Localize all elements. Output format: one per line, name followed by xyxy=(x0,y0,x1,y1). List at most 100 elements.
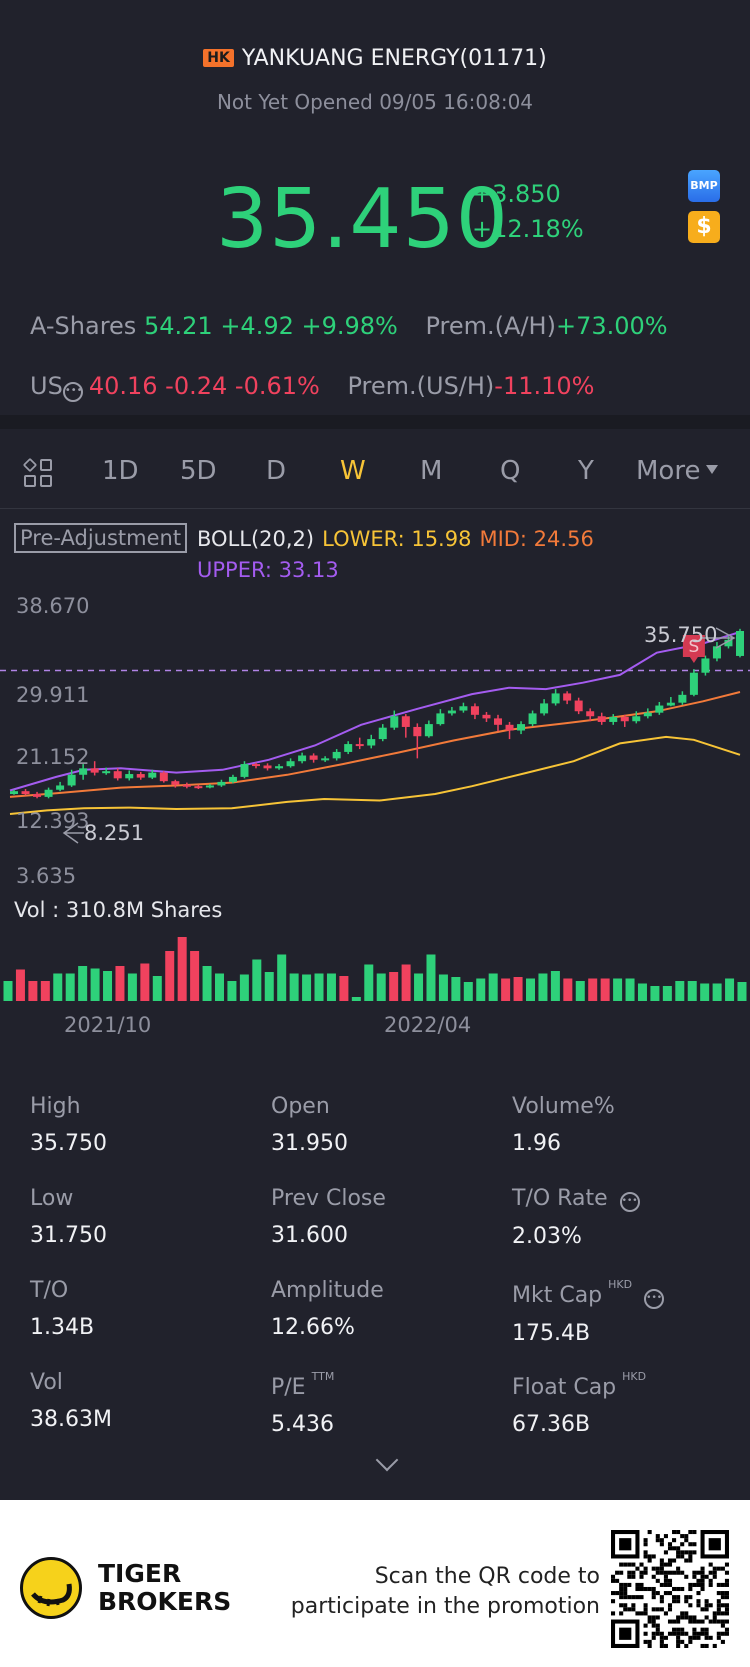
candle xyxy=(574,700,583,712)
qr-module xyxy=(659,1570,664,1575)
qr-module xyxy=(639,1570,644,1575)
qr-module xyxy=(635,1582,640,1587)
qr-module xyxy=(696,1591,701,1596)
volume-bar xyxy=(314,973,324,1001)
tab-1d[interactable]: 1D xyxy=(102,456,139,486)
volume-bar xyxy=(538,973,548,1001)
bmp-icon[interactable]: BMP xyxy=(688,170,720,202)
qr-module xyxy=(667,1607,673,1612)
qr-module xyxy=(688,1530,693,1535)
a-shares-change-pct: +9.98% xyxy=(301,312,398,340)
y-tick-label: 29.911 xyxy=(16,683,90,707)
volume-bar xyxy=(488,973,498,1001)
qr-module xyxy=(639,1586,644,1592)
candle xyxy=(321,758,330,761)
qr-module xyxy=(663,1570,668,1575)
min-price-label: 8.251 xyxy=(84,821,145,845)
qr-code[interactable] xyxy=(611,1530,729,1648)
qr-module xyxy=(667,1591,673,1596)
qr-module xyxy=(676,1599,681,1604)
qr-module xyxy=(672,1586,677,1592)
qr-module xyxy=(700,1643,705,1648)
qr-module xyxy=(676,1619,681,1624)
max-price-label: 35.750 xyxy=(644,623,718,647)
qr-module xyxy=(688,1595,693,1600)
stat-label: T/O Rate xyxy=(512,1186,608,1211)
qr-module xyxy=(659,1639,664,1644)
dollar-icon[interactable]: $ xyxy=(688,211,720,243)
qr-module xyxy=(635,1566,640,1571)
candlestick-chart[interactable]: S xyxy=(0,590,750,890)
candle xyxy=(67,774,76,786)
qr-module xyxy=(680,1570,685,1575)
pre-adjustment-toggle[interactable]: Pre-Adjustment xyxy=(14,523,188,553)
qr-module xyxy=(676,1586,681,1592)
tab-w[interactable]: W xyxy=(340,456,366,486)
volume-bar xyxy=(426,954,436,1001)
currency-sup: HKD xyxy=(622,1370,647,1383)
qr-module xyxy=(667,1542,673,1547)
qr-module xyxy=(647,1619,652,1624)
a-shares-row[interactable]: A-Shares 54.21 +4.92 +9.98% Prem.(A/H)+7… xyxy=(30,312,668,340)
us-row[interactable]: US ••• 40.16 -0.24 -0.61% Prem.(US/H)-11.1… xyxy=(30,372,594,402)
volume-bar xyxy=(463,982,473,1001)
qr-module xyxy=(623,1562,628,1567)
candle xyxy=(597,716,606,722)
qr-module xyxy=(724,1570,729,1575)
qr-module xyxy=(716,1631,721,1636)
qr-module xyxy=(651,1607,656,1612)
qr-module xyxy=(700,1570,705,1575)
candle xyxy=(56,785,65,790)
market-badge: HK xyxy=(203,49,234,67)
qr-module xyxy=(643,1586,648,1592)
qr-module xyxy=(651,1574,656,1579)
qr-module xyxy=(716,1603,721,1608)
more-dots-icon[interactable]: ••• xyxy=(644,1289,665,1309)
qr-module xyxy=(680,1611,685,1616)
tab-more[interactable]: More xyxy=(636,456,719,486)
signal-marker-label: S xyxy=(689,637,700,657)
qr-module xyxy=(692,1631,697,1636)
qr-module xyxy=(720,1595,725,1600)
grid-icon[interactable] xyxy=(22,457,54,489)
candle xyxy=(712,646,721,659)
qr-module xyxy=(676,1627,681,1632)
qr-module xyxy=(639,1582,644,1587)
qr-module xyxy=(676,1570,681,1575)
volume-bar xyxy=(227,981,237,1001)
qr-module xyxy=(724,1578,729,1583)
qr-module xyxy=(724,1631,729,1636)
more-dots-icon[interactable]: ••• xyxy=(619,1192,640,1212)
qr-module xyxy=(631,1574,636,1579)
qr-module xyxy=(643,1607,648,1612)
qr-module xyxy=(684,1615,689,1620)
qr-module xyxy=(688,1639,693,1644)
candle xyxy=(620,716,629,722)
volume-bar xyxy=(264,972,274,1001)
stock-name: YANKUANG ENERGY(01171) xyxy=(241,46,547,71)
tab-q[interactable]: Q xyxy=(500,456,521,486)
tab-y[interactable]: Y xyxy=(578,456,594,486)
stat-turnover: T/O 1.34B xyxy=(30,1278,250,1340)
qr-module xyxy=(643,1566,648,1571)
stat-value: 35.750 xyxy=(30,1131,107,1156)
volume-bar xyxy=(140,963,150,1001)
stat-label: Prev Close xyxy=(271,1186,386,1211)
candle xyxy=(655,705,664,713)
volume-chart[interactable] xyxy=(0,925,750,1001)
tab-d[interactable]: D xyxy=(266,456,287,486)
qr-module xyxy=(667,1582,673,1587)
volume-bar xyxy=(302,974,312,1001)
stat-label: Low xyxy=(30,1186,74,1211)
volume-bar xyxy=(40,981,50,1001)
qr-module xyxy=(643,1550,648,1555)
tab-m[interactable]: M xyxy=(420,456,443,486)
candle xyxy=(10,791,18,795)
qr-module xyxy=(700,1582,705,1587)
chevron-down-icon[interactable] xyxy=(375,1448,399,1472)
volume-bar xyxy=(625,978,635,1001)
candle xyxy=(367,739,376,746)
tab-5d[interactable]: 5D xyxy=(180,456,217,486)
qr-module xyxy=(635,1586,640,1592)
stat-mkt-cap: Mkt Cap HKD ••• 175.4B xyxy=(512,1278,732,1346)
